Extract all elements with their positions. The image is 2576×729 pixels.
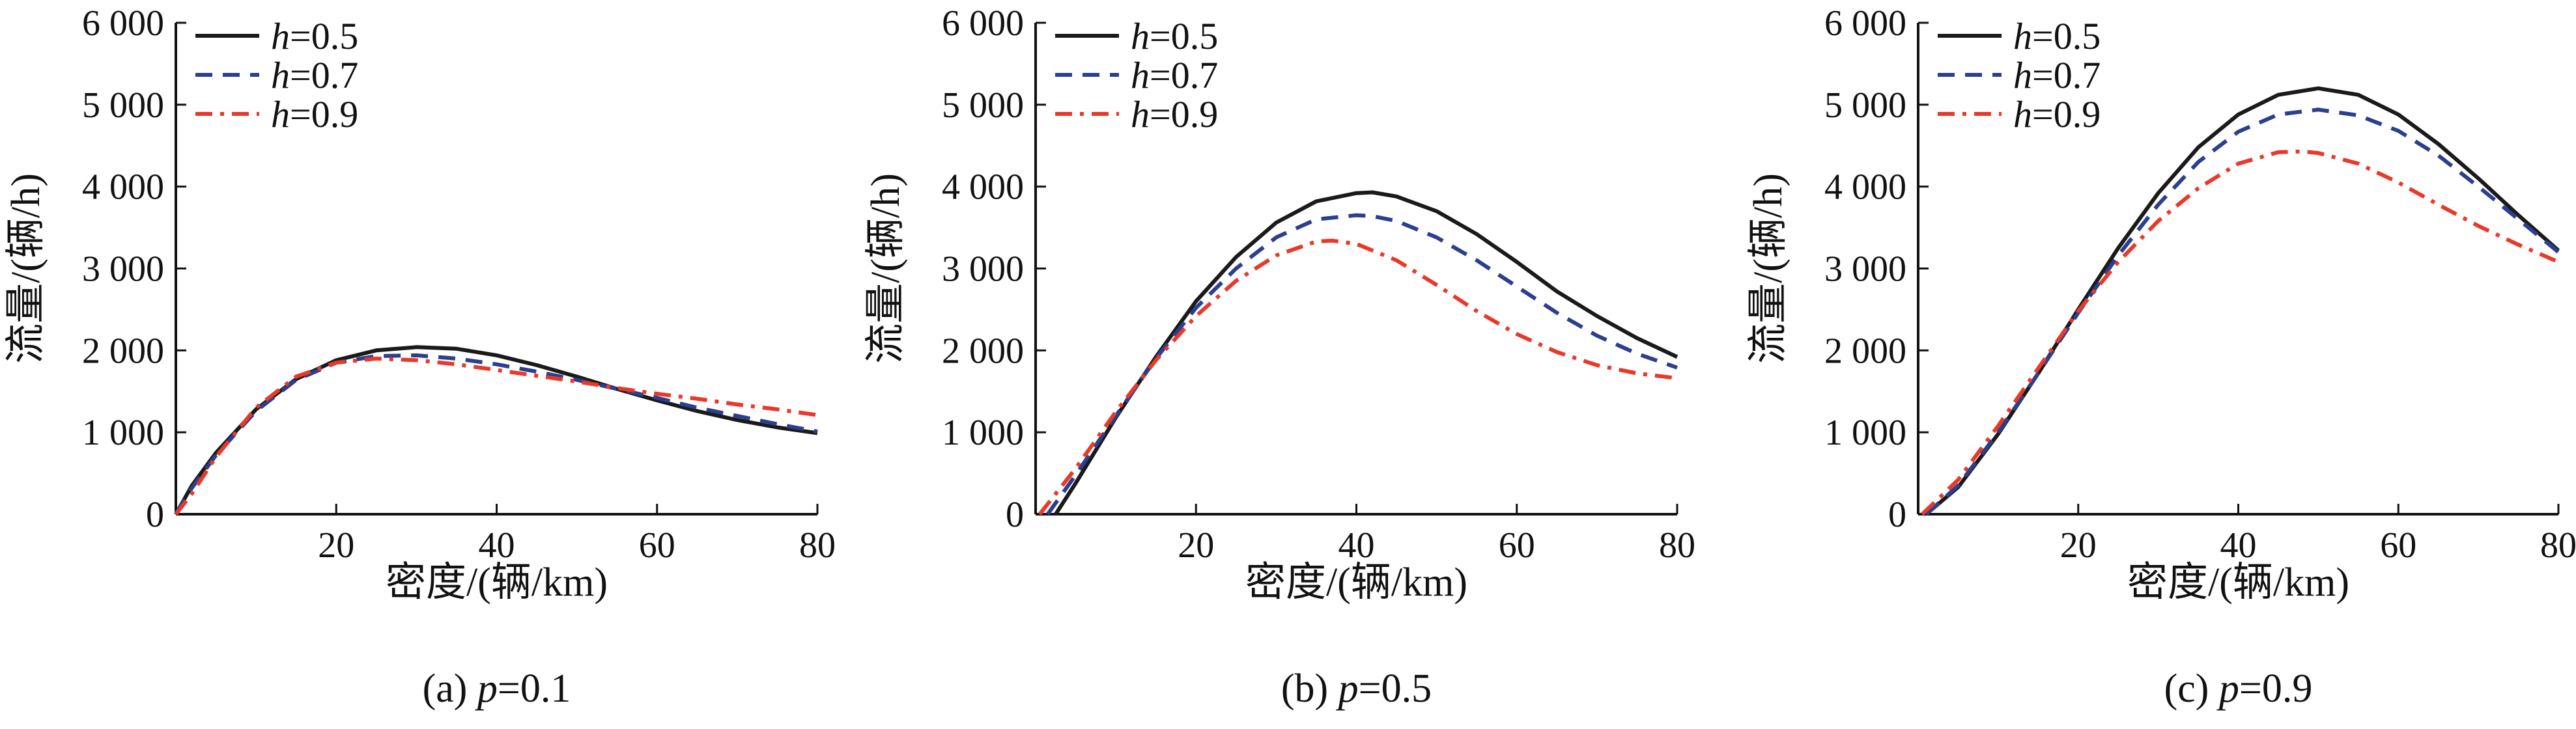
y-tick-label: 4 000 [82,167,164,208]
x-tick-label: 60 [2380,525,2416,566]
legend-var: h [1131,15,1150,57]
series-line-h-0-7 [174,353,818,516]
y-tick-label: 1 000 [1824,413,1906,453]
caption-value: =0.1 [498,667,571,711]
x-tick-label: 40 [2220,525,2257,566]
y-tick-label: 5 000 [1824,85,1906,126]
caption-prefix: (b) [1281,667,1338,711]
x-axis-label: 密度/(辆/km) [386,560,608,605]
x-tick-label: 60 [1499,525,1535,566]
legend-value: =0.9 [2032,93,2101,135]
x-tick-label: 40 [1338,525,1375,566]
chart-panel-1: 0 1 000 2 000 3 000 4 000 5 000 6 000 20 40 60 80 密… [4,3,836,711]
y-tick-label: 0 [146,495,164,535]
y-axis-label: 流量/(辆/h) [864,173,908,364]
legend-label: h=0.5 [2013,15,2101,57]
y-axis-label: 流量/(辆/h) [4,173,48,364]
legend-value: =0.7 [2032,54,2101,96]
y-tick-label: 3 000 [82,249,164,290]
legend-value: =0.5 [290,15,358,57]
x-tick-label: 80 [2540,525,2576,566]
legend-value: =0.9 [1150,93,1218,135]
x-tick-label: 20 [318,525,354,566]
panel-caption: (b) p=0.5 [1281,667,1432,711]
caption-prefix: (a) [423,667,477,711]
y-tick-label: 2 000 [1824,331,1906,371]
legend-var: h [271,15,290,57]
series-line-h-0-9 [174,356,818,516]
y-tick-label: 0 [1888,495,1906,535]
series-line-h-0-5 [1925,86,2560,516]
y-tick-label: 1 000 [942,413,1024,453]
legend-value: =0.7 [1150,54,1218,96]
legend-label: h=0.5 [271,15,358,57]
legend-label: h=0.7 [271,54,358,96]
y-tick-label: 2 000 [82,331,164,371]
legend-value: =0.9 [290,93,358,135]
x-tick-label: 40 [479,525,515,566]
legend-label: h=0.9 [2013,93,2101,135]
y-tick-label: 6 000 [942,3,1024,44]
legend-var: h [271,93,290,135]
series-line-h-0-5 [174,345,818,516]
x-tick-label: 60 [639,525,675,566]
series-line-h-0-7 [1046,213,1678,516]
y-tick-label: 3 000 [942,249,1024,290]
y-tick-label: 6 000 [82,3,164,44]
legend-var: h [1131,93,1150,135]
caption-value: =0.5 [1359,667,1432,711]
y-tick-label: 0 [1006,495,1024,535]
legend-value: =0.7 [290,54,358,96]
series-line-h-0-9 [1038,238,1678,516]
y-tick-label: 2 000 [942,331,1024,371]
caption-var: p [1336,667,1359,711]
y-axis-label: 流量/(辆/h) [1746,173,1790,364]
chart-panel-2: 0 1 000 2 000 3 000 4 000 5 000 6 000 20 40 60 80 密… [864,3,1695,711]
series-line-h-0-5 [1054,190,1678,516]
x-tick-label: 20 [1178,525,1214,566]
caption-prefix: (c) [2164,667,2219,711]
panel-caption: (a) p=0.1 [423,667,571,711]
x-axis-label: 密度/(辆/km) [1245,560,1467,605]
legend-label: h=0.7 [1131,54,1218,96]
legend-label: h=0.7 [2013,54,2101,96]
caption-var: p [2216,667,2239,711]
legend-value: =0.5 [2032,15,2101,57]
series-line-h-0-7 [1925,107,2560,516]
y-tick-label: 4 000 [942,167,1024,208]
legend-label: h=0.9 [271,93,358,135]
x-tick-label: 80 [1659,525,1695,566]
panel-caption: (c) p=0.9 [2164,667,2313,711]
legend-var: h [271,54,290,96]
y-tick-label: 5 000 [942,85,1024,126]
legend-var: h [2013,54,2032,96]
legend-var: h [2013,93,2032,135]
y-tick-label: 5 000 [82,85,164,126]
chart-panel-3: 0 1 000 2 000 3 000 4 000 5 000 6 000 20 40 60 80 密… [1746,3,2576,711]
legend-var: h [2013,15,2032,57]
caption-value: =0.9 [2239,667,2312,711]
legend-value: =0.5 [1150,15,1218,57]
y-tick-label: 1 000 [82,413,164,453]
caption-var: p [475,667,498,711]
x-tick-label: 80 [799,525,836,566]
y-tick-label: 4 000 [1824,167,1906,208]
legend-label: h=0.5 [1131,15,1218,57]
legend-label: h=0.9 [1131,93,1218,135]
y-tick-label: 3 000 [1824,249,1906,290]
x-axis-label: 密度/(辆/km) [2127,560,2349,605]
x-tick-label: 20 [2060,525,2097,566]
y-tick-label: 6 000 [1824,3,1906,44]
legend-var: h [1131,54,1150,96]
series-line-h-0-9 [1921,149,2560,516]
